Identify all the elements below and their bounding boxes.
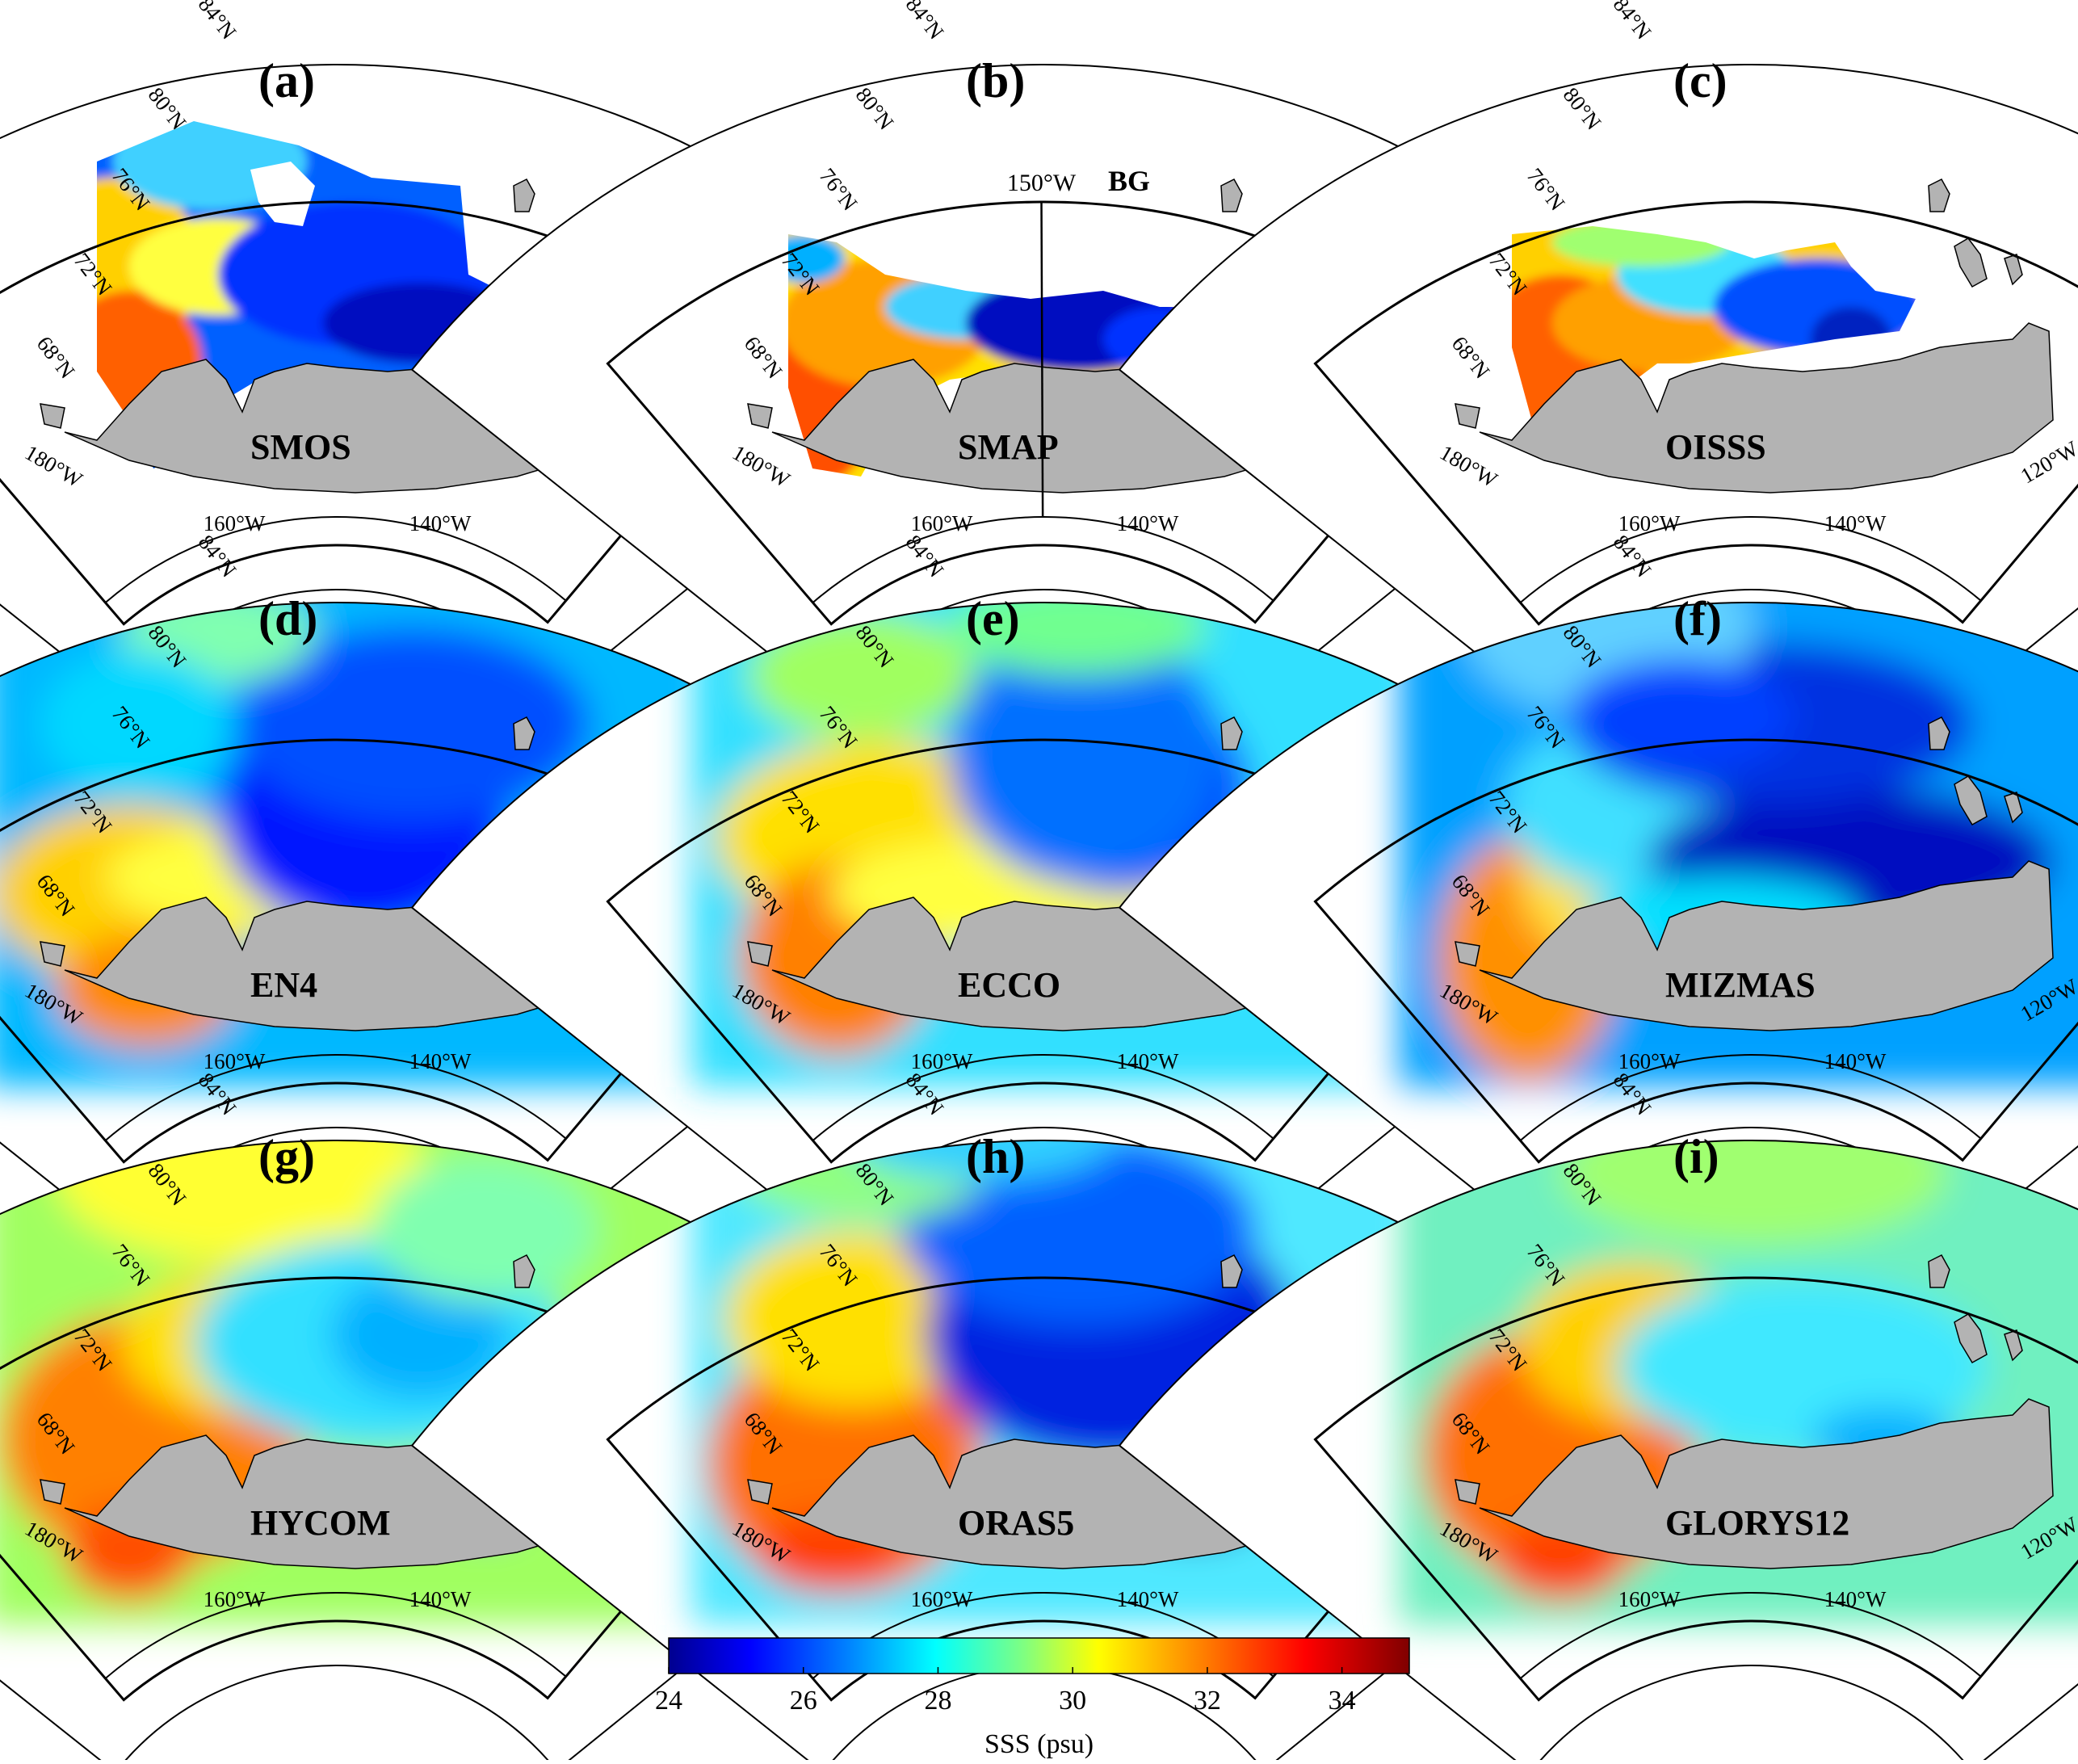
product-name: HYCOM — [250, 1503, 391, 1543]
product-name: MIZMAS — [1665, 965, 1816, 1005]
panel-letter: (b) — [966, 54, 1025, 107]
land-mask — [1455, 716, 2054, 1031]
panel-letter: (d) — [258, 592, 317, 645]
lon-tick-label-bottom: 160°W — [1618, 511, 1681, 536]
sss-field — [1119, 65, 2078, 697]
panel-letter: (h) — [966, 1130, 1025, 1183]
meridian-label: 150°W — [1007, 170, 1077, 196]
beaufort-gyre-box — [1313, 1276, 2078, 1702]
map-frame — [1118, 1140, 2078, 1764]
lon-tick-label-bottom: 160°W — [1618, 1587, 1681, 1611]
lon-tick-label-bottom: 140°W — [1824, 1587, 1887, 1611]
lon-tick-label-bottom: 140°W — [1117, 511, 1179, 536]
lat-tick-label: 84°N — [1609, 0, 1656, 44]
lat-tick-label: 84°N — [194, 0, 241, 44]
lon-tick-label-bottom: 160°W — [911, 1049, 973, 1073]
lon-tick-label-bottom: 160°W — [911, 511, 973, 536]
product-name: SMOS — [250, 427, 351, 467]
colorbar-tick-label: 26 — [790, 1686, 817, 1716]
map-frame — [1118, 602, 2078, 1236]
land-mask — [1455, 1254, 2054, 1569]
lon-tick-label-bottom: 160°W — [204, 1587, 266, 1611]
colorbar-title: SSS (psu) — [984, 1729, 1094, 1759]
panel-letter: (c) — [1673, 54, 1727, 107]
bg-region-label: BG — [1108, 165, 1150, 197]
land-mask — [1455, 178, 2054, 494]
colorbar-tick-label: 30 — [1059, 1686, 1086, 1716]
product-name: GLORYS12 — [1665, 1503, 1849, 1543]
product-name: ORAS5 — [958, 1503, 1074, 1543]
colorbar-tick-label: 24 — [655, 1686, 682, 1716]
lon-tick-label-bottom: 140°W — [409, 1587, 472, 1611]
colorbar-gradient — [668, 1637, 1410, 1674]
panel-letter: (f) — [1673, 592, 1722, 645]
lon-tick-label-bottom: 140°W — [409, 511, 472, 536]
panel-letter: (g) — [258, 1130, 315, 1183]
lon-tick-label-bottom: 140°W — [1824, 1049, 1887, 1073]
sss-field — [1119, 602, 2078, 1235]
colorbar-tick-label: 32 — [1194, 1686, 1221, 1716]
colorbar-tick-label: 28 — [924, 1686, 951, 1716]
beaufort-gyre-box — [1313, 200, 2078, 626]
colorbar: 24 26 28 30 32 34 SSS (psu) — [655, 1637, 1410, 1759]
product-name: EN4 — [250, 965, 317, 1005]
panel-letter: (a) — [258, 54, 315, 107]
lon-tick-label-bottom: 140°W — [409, 1049, 472, 1073]
product-name: ECCO — [958, 965, 1060, 1005]
lon-tick-label-bottom: 140°W — [1117, 1587, 1179, 1611]
colorbar-tick-label: 34 — [1329, 1686, 1356, 1716]
lon-tick-label-bottom: 160°W — [204, 511, 266, 536]
lon-tick-label-bottom: 160°W — [204, 1049, 266, 1073]
lon-tick-label-bottom: 140°W — [1117, 1049, 1179, 1073]
lon-tick-label-bottom: 160°W — [911, 1587, 973, 1611]
panel-letter: (e) — [966, 592, 1020, 645]
map-frame — [1118, 64, 2078, 698]
lon-tick-label-bottom: 140°W — [1824, 511, 1887, 536]
beaufort-gyre-box — [1313, 738, 2078, 1164]
sss-field — [1119, 1140, 2078, 1764]
product-name: OISSS — [1665, 427, 1766, 467]
lat-tick-label: 84°N — [901, 0, 949, 44]
lon-tick-label-bottom: 160°W — [1618, 1049, 1681, 1073]
meridian-150w-line — [1040, 202, 1044, 518]
panel-letter: (i) — [1673, 1130, 1719, 1183]
